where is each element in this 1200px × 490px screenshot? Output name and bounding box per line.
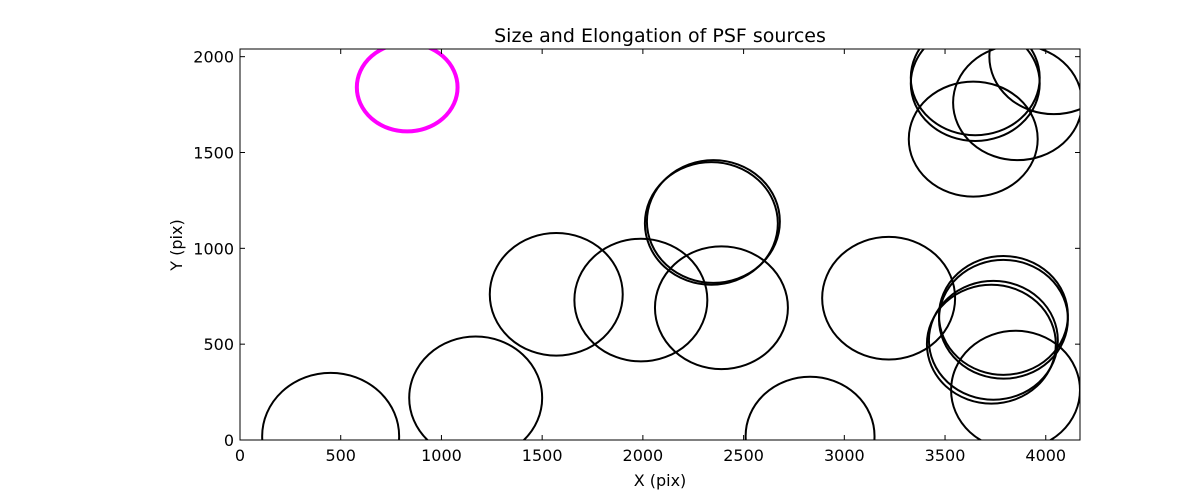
psf-ellipse <box>909 49 1041 137</box>
x-tick-label: 2500 <box>723 446 764 465</box>
psf-ellipse <box>950 329 1080 440</box>
psf-ellipse <box>261 371 401 440</box>
psf-ellipse <box>645 159 781 284</box>
axis-ticks: 0 500 1000 1500 2000 2500 3000 3500 4000 0 500 1000… <box>193 48 1080 465</box>
y-tick-label: 2000 <box>193 48 234 67</box>
y-tick-label: 1500 <box>193 144 234 163</box>
ellipse-layer <box>261 49 1080 440</box>
x-tick-label: 0 <box>235 446 245 465</box>
y-axis-label: Y (pix) <box>167 219 186 271</box>
x-tick-label: 4000 <box>1025 446 1066 465</box>
psf-ellipse <box>952 49 1080 162</box>
psf-ellipse <box>927 279 1059 401</box>
x-tick-label: 3000 <box>824 446 865 465</box>
x-tick-label: 1500 <box>522 446 563 465</box>
psf-ellipse <box>937 258 1069 380</box>
plot-frame <box>239 48 1081 441</box>
psf-ellipse <box>744 375 876 440</box>
psf-ellipse <box>643 161 779 286</box>
psf-ellipse <box>909 49 1041 142</box>
psf-ellipse <box>573 237 709 363</box>
psf-ellipse <box>653 245 789 371</box>
psf-ellipse <box>988 49 1080 116</box>
psf-ellipse <box>821 235 957 361</box>
psf-ellipse <box>408 335 544 440</box>
y-tick-label: 500 <box>203 335 234 354</box>
y-tick-label: 1000 <box>193 239 234 258</box>
x-tick-label: 500 <box>325 446 356 465</box>
y-tick-label: 0 <box>224 431 234 450</box>
psf-ellipse-highlight <box>354 49 460 134</box>
x-tick-label: 3500 <box>925 446 966 465</box>
chart-title: Size and Elongation of PSF sources <box>494 25 826 47</box>
psf-ellipse <box>488 232 624 357</box>
x-tick-label: 2000 <box>623 446 664 465</box>
x-axis-label: X (pix) <box>634 471 687 490</box>
psf-ellipse <box>907 80 1039 198</box>
x-tick-label: 1000 <box>421 446 462 465</box>
